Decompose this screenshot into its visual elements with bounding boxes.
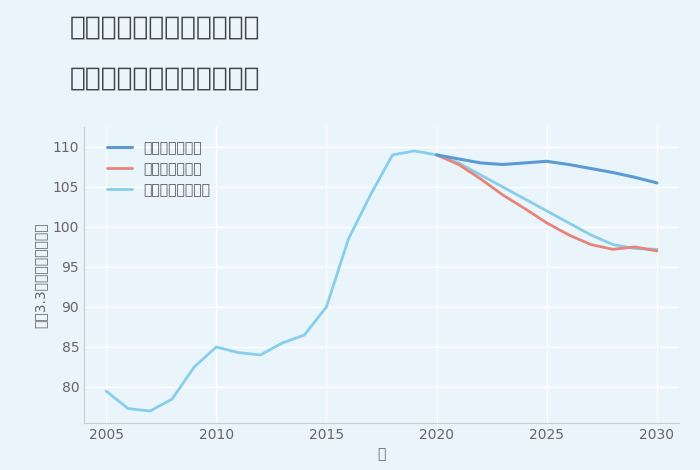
グッドシナリオ xyxy=(653,180,662,186)
バッドシナリオ xyxy=(433,152,441,158)
バッドシナリオ xyxy=(631,244,639,250)
グッドシナリオ xyxy=(565,162,573,167)
グッドシナリオ xyxy=(477,160,485,166)
X-axis label: 年: 年 xyxy=(377,447,386,462)
ノーマルシナリオ xyxy=(653,247,662,252)
Legend: グッドシナリオ, バッドシナリオ, ノーマルシナリオ: グッドシナリオ, バッドシナリオ, ノーマルシナリオ xyxy=(103,137,214,201)
バッドシナリオ xyxy=(609,247,617,252)
ノーマルシナリオ xyxy=(565,220,573,226)
ノーマルシナリオ xyxy=(587,232,595,238)
ノーマルシナリオ xyxy=(542,208,551,214)
ノーマルシナリオ xyxy=(631,246,639,251)
グッドシナリオ xyxy=(433,152,441,158)
バッドシナリオ xyxy=(477,176,485,182)
Text: 中古マンションの価格推移: 中古マンションの価格推移 xyxy=(70,66,260,92)
Text: 兵庫県姫路市大津区吉美の: 兵庫県姫路市大津区吉美の xyxy=(70,14,260,40)
グッドシナリオ xyxy=(542,158,551,164)
ノーマルシナリオ xyxy=(521,196,529,202)
グッドシナリオ xyxy=(521,160,529,166)
グッドシナリオ xyxy=(498,162,507,167)
バッドシナリオ xyxy=(565,232,573,238)
グッドシナリオ xyxy=(631,174,639,180)
ノーマルシナリオ xyxy=(477,172,485,178)
ノーマルシナリオ xyxy=(433,152,441,158)
バッドシナリオ xyxy=(542,220,551,226)
バッドシナリオ xyxy=(653,248,662,254)
バッドシナリオ xyxy=(587,242,595,247)
Line: バッドシナリオ: バッドシナリオ xyxy=(437,155,657,251)
バッドシナリオ xyxy=(454,162,463,167)
バッドシナリオ xyxy=(521,206,529,212)
Y-axis label: 坪（3.3㎡）単価（万円）: 坪（3.3㎡）単価（万円） xyxy=(33,222,47,328)
ノーマルシナリオ xyxy=(498,184,507,190)
Line: ノーマルシナリオ: ノーマルシナリオ xyxy=(437,155,657,250)
グッドシナリオ xyxy=(609,170,617,175)
バッドシナリオ xyxy=(498,192,507,198)
グッドシナリオ xyxy=(454,156,463,162)
ノーマルシナリオ xyxy=(609,242,617,247)
ノーマルシナリオ xyxy=(454,160,463,166)
グッドシナリオ xyxy=(587,166,595,172)
Line: グッドシナリオ: グッドシナリオ xyxy=(437,155,657,183)
